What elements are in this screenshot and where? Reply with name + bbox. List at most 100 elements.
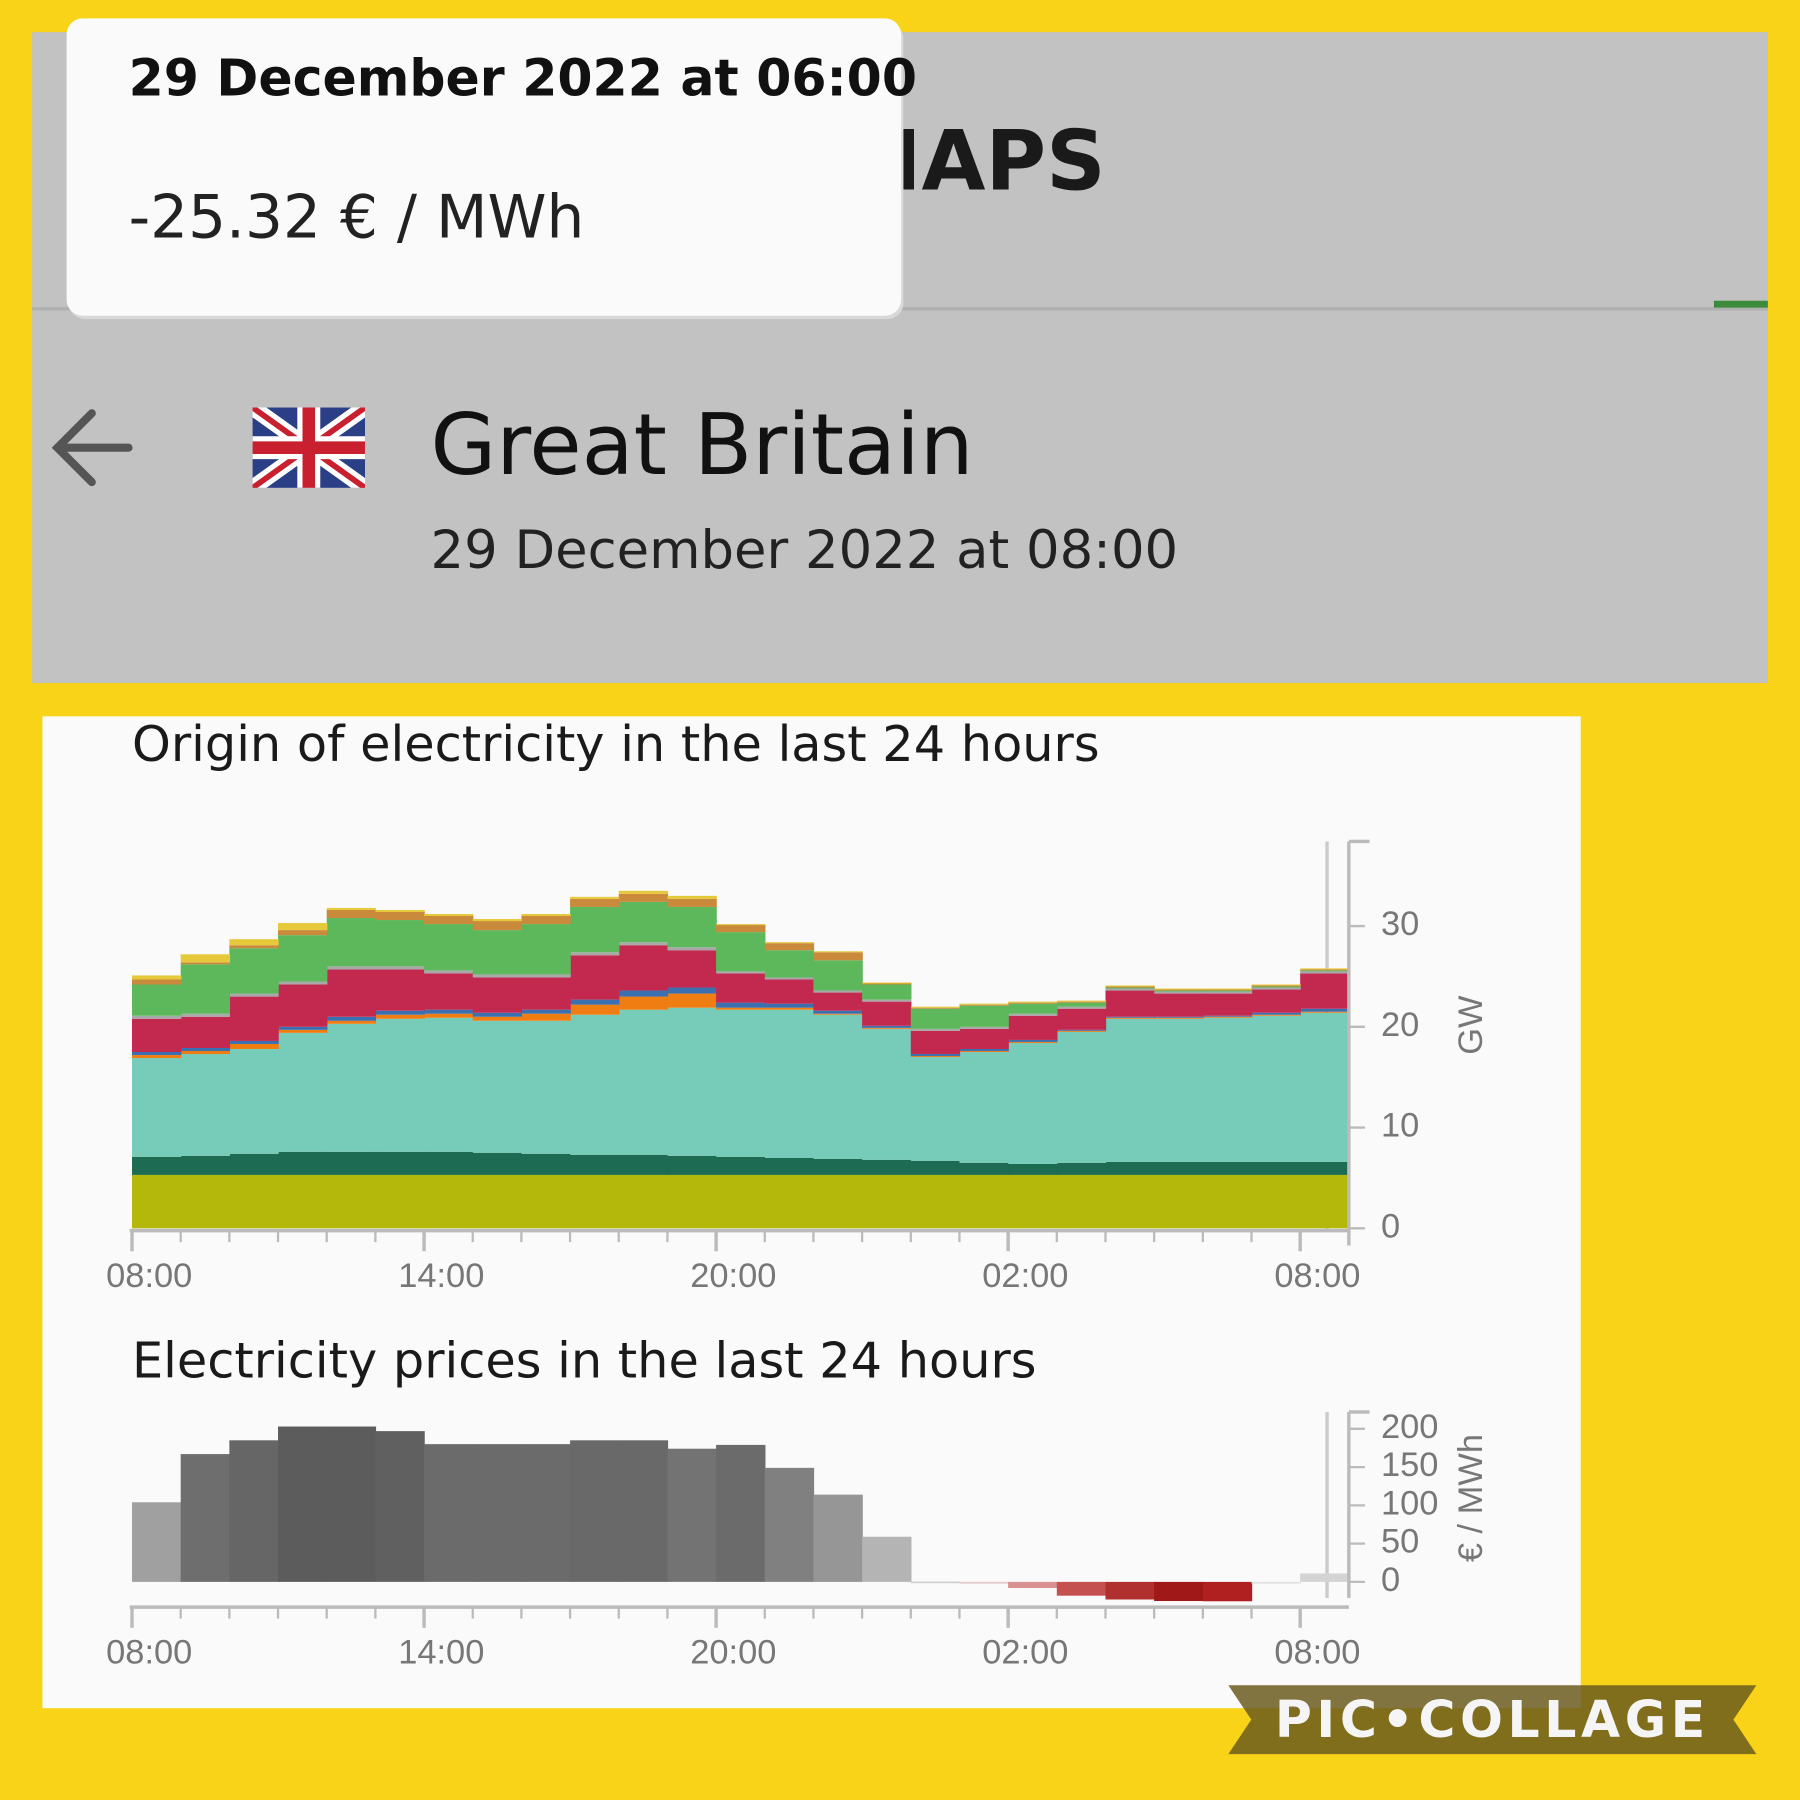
area-step	[1105, 985, 1155, 987]
area-step	[1008, 1001, 1058, 1003]
area-step	[180, 954, 231, 963]
area-step	[326, 907, 377, 910]
area-step	[424, 1174, 474, 1229]
area-step	[910, 1160, 961, 1175]
area-step	[959, 1162, 1009, 1175]
bar	[472, 1444, 523, 1582]
area-step	[618, 890, 669, 894]
area-step	[521, 1153, 571, 1175]
area-step	[813, 1174, 863, 1229]
bar	[1008, 1581, 1058, 1589]
area-step	[132, 1015, 182, 1019]
area-step	[1154, 989, 1204, 991]
area-step	[1300, 1008, 1350, 1012]
area-step	[1154, 990, 1204, 992]
area-step	[521, 1013, 571, 1021]
area-step	[132, 979, 182, 985]
area-step	[1154, 1018, 1204, 1162]
area-step	[180, 1013, 231, 1017]
area-step	[229, 939, 279, 946]
area-step	[570, 1174, 620, 1229]
y-tick-label: 0	[1381, 1207, 1400, 1245]
area-step	[1008, 1015, 1058, 1040]
bar	[910, 1581, 961, 1584]
area-step	[910, 1008, 961, 1029]
area-step	[862, 984, 912, 1000]
area-step	[1202, 989, 1253, 991]
y-axis-label: GW	[1452, 995, 1490, 1055]
area-step	[959, 1005, 1009, 1027]
area-step	[229, 996, 279, 1041]
country-name: Great Britain	[430, 396, 973, 495]
area-step	[521, 916, 571, 925]
area-step	[1105, 990, 1155, 1017]
tooltip-value: -25.32 € / MWh	[129, 184, 585, 253]
area-step	[521, 977, 571, 1010]
area-step	[618, 1154, 669, 1175]
area-step	[1251, 1014, 1301, 1016]
area-step	[716, 925, 766, 933]
area-step	[375, 1151, 425, 1175]
area-step	[1251, 1161, 1301, 1175]
area-step	[570, 1014, 620, 1155]
area-step	[764, 1174, 815, 1229]
bar	[1154, 1581, 1204, 1602]
bar	[813, 1494, 863, 1582]
area-step	[472, 977, 523, 1013]
area-step	[326, 1023, 377, 1152]
area-step	[716, 973, 766, 1003]
area-step	[667, 1155, 717, 1175]
area-step	[764, 979, 815, 1004]
area-step	[375, 909, 425, 912]
back-button[interactable]	[51, 409, 133, 487]
bar	[862, 1536, 912, 1582]
area-step	[1154, 1174, 1204, 1229]
bar	[1300, 1573, 1350, 1582]
area-step	[1105, 1018, 1155, 1162]
bar	[1202, 1581, 1253, 1602]
area-step	[1056, 1002, 1107, 1007]
area-step	[326, 918, 377, 967]
area-step	[1008, 1003, 1058, 1014]
area-step	[472, 1152, 523, 1175]
area-step	[1300, 968, 1350, 970]
area-step	[1154, 1017, 1204, 1019]
tooltip-title: 29 December 2022 at 06:00	[129, 48, 917, 107]
area-step	[910, 1007, 961, 1009]
area-step	[667, 950, 717, 988]
area-step	[716, 924, 766, 926]
area-step	[959, 1003, 1009, 1005]
x-tick-label: 08:00	[1274, 1633, 1360, 1671]
y-tick-label: 20	[1381, 1006, 1419, 1044]
area-step	[1251, 987, 1301, 990]
area-step	[862, 1174, 912, 1229]
area-step	[278, 1029, 328, 1033]
area-step	[424, 1017, 474, 1152]
area-step	[716, 1156, 766, 1175]
area-step	[1056, 1001, 1107, 1003]
area-step	[424, 916, 474, 925]
bar	[1056, 1581, 1107, 1596]
area-step	[180, 964, 231, 1014]
area-step	[862, 983, 912, 985]
area-step	[813, 1158, 863, 1175]
area-step	[1202, 1174, 1253, 1229]
area-step	[1300, 1174, 1350, 1229]
area-step	[229, 1153, 279, 1175]
area-step	[278, 1032, 328, 1152]
area-step	[1056, 1162, 1107, 1175]
area-step	[229, 948, 279, 994]
area-step	[764, 1007, 815, 1010]
area-step	[326, 1151, 377, 1175]
area-step	[278, 1151, 328, 1175]
area-step	[1105, 988, 1155, 991]
area-step	[180, 1054, 231, 1156]
x-tick-label: 14:00	[398, 1633, 484, 1671]
bar	[716, 1444, 766, 1582]
y-tick-label: 100	[1381, 1484, 1438, 1522]
area-step	[910, 1056, 961, 1058]
y-tick-label: 10	[1381, 1107, 1419, 1145]
area-step	[959, 1028, 1009, 1049]
area-step	[472, 930, 523, 975]
area-step	[424, 973, 474, 1010]
